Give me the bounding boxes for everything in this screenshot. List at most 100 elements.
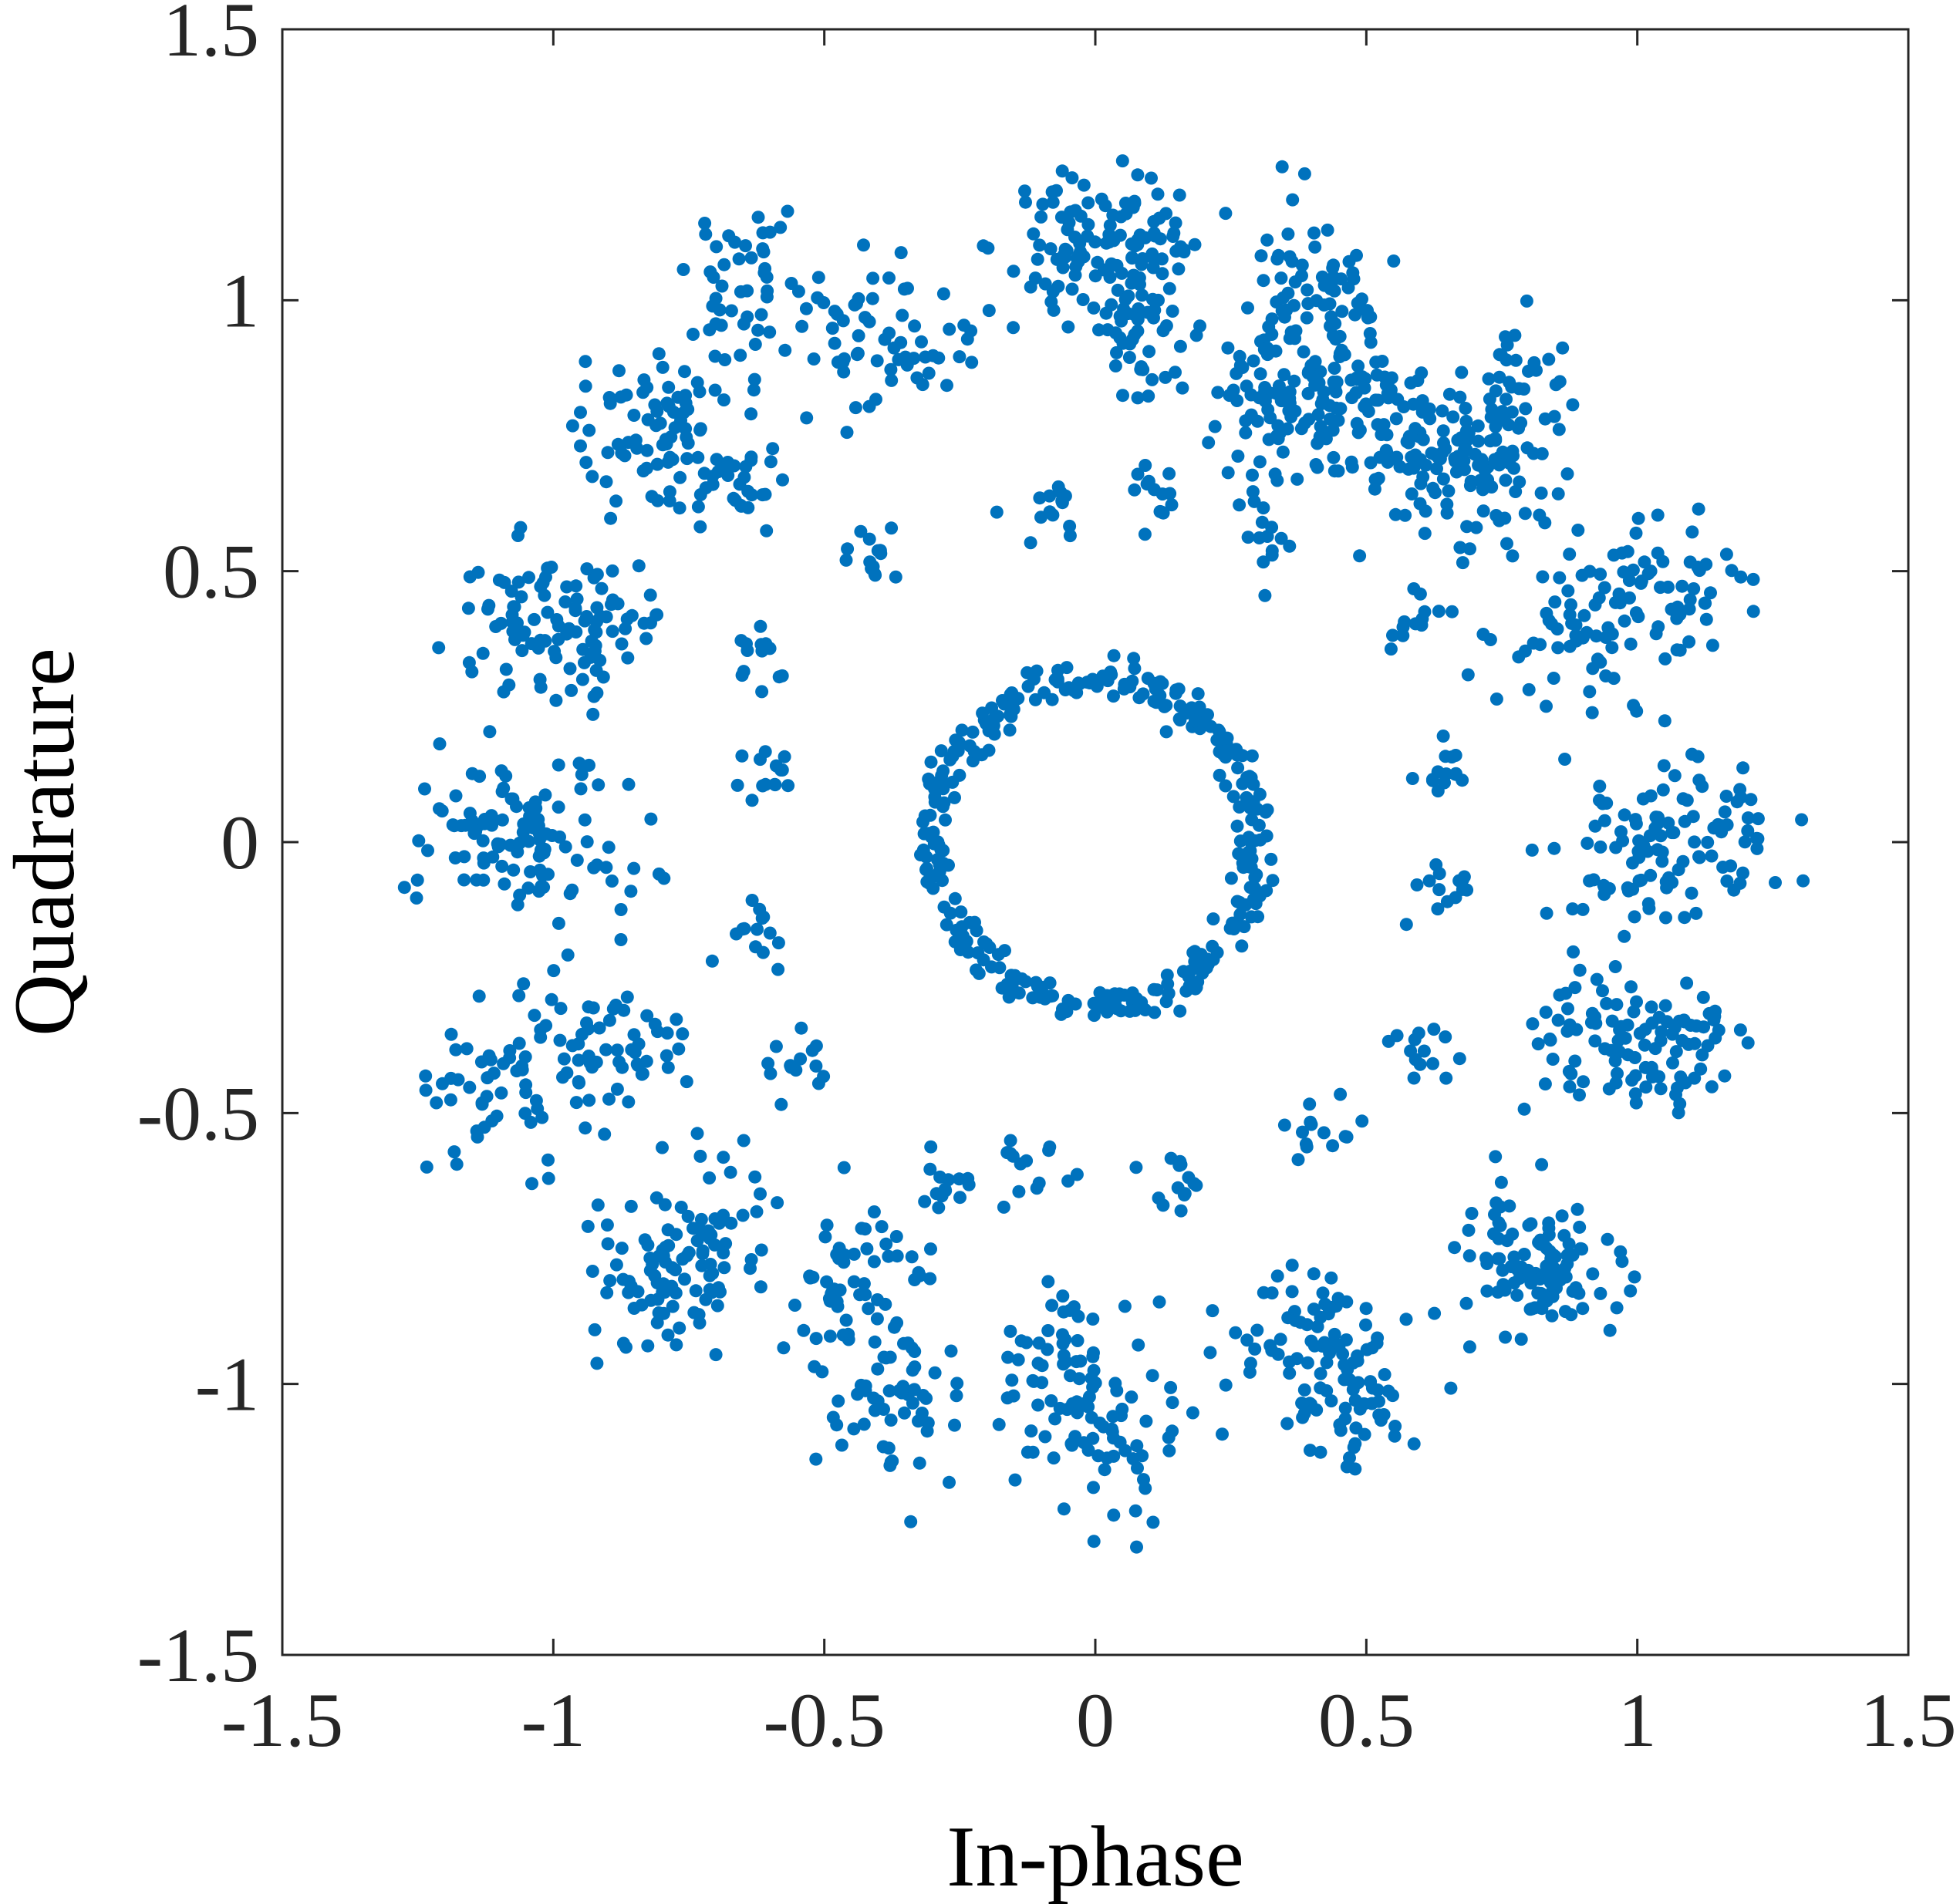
data-point	[1460, 520, 1474, 534]
data-point	[1221, 466, 1235, 480]
data-point	[1329, 385, 1343, 399]
data-point	[1719, 548, 1733, 561]
data-point	[724, 1165, 737, 1179]
data-point	[1431, 784, 1445, 798]
data-point	[1685, 747, 1699, 761]
data-point	[679, 422, 693, 436]
data-point	[553, 830, 566, 844]
data-point	[1628, 910, 1641, 924]
data-point	[781, 204, 794, 218]
data-point	[519, 1086, 533, 1100]
data-point	[1439, 1071, 1453, 1085]
data-point	[1598, 1042, 1612, 1056]
data-point	[1526, 1017, 1540, 1031]
data-point	[848, 298, 862, 312]
data-point	[1188, 238, 1202, 251]
data-point	[865, 291, 879, 305]
data-point	[1369, 356, 1383, 369]
data-point	[1270, 252, 1284, 266]
data-point	[1631, 610, 1645, 624]
data-point	[1311, 436, 1324, 450]
data-point	[663, 485, 676, 499]
data-point	[1795, 813, 1809, 827]
data-point	[1051, 279, 1065, 293]
data-point	[1384, 383, 1398, 397]
data-point	[687, 1222, 700, 1235]
data-point	[601, 446, 615, 460]
data-point	[1258, 381, 1272, 394]
data-point	[1221, 341, 1235, 355]
data-point	[1570, 1202, 1584, 1216]
data-point	[703, 1282, 717, 1296]
data-point	[476, 646, 490, 660]
data-point	[1563, 608, 1577, 622]
data-point	[494, 1086, 508, 1100]
data-point	[1173, 1154, 1187, 1168]
data-point	[763, 225, 777, 239]
data-point	[1575, 1242, 1589, 1256]
data-point	[1624, 637, 1638, 651]
data-point	[1359, 1302, 1373, 1316]
data-point	[1118, 1299, 1132, 1313]
data-point	[529, 1094, 543, 1107]
data-point	[693, 385, 707, 399]
data-point	[1594, 840, 1607, 854]
data-point	[1033, 491, 1047, 505]
data-point	[1178, 1187, 1192, 1201]
data-point	[690, 1127, 704, 1141]
data-point	[1407, 1437, 1421, 1451]
data-point	[1081, 1444, 1095, 1457]
data-point	[1378, 1368, 1392, 1381]
data-point	[706, 470, 720, 484]
data-point	[1555, 1209, 1569, 1223]
data-point	[1607, 548, 1621, 562]
data-point	[1286, 193, 1300, 207]
data-point	[1273, 1333, 1287, 1346]
data-point	[1358, 399, 1371, 413]
data-point	[1153, 232, 1167, 246]
data-point	[560, 1066, 574, 1080]
data-point	[663, 450, 677, 464]
data-point	[771, 962, 785, 976]
data-point	[1308, 240, 1322, 254]
data-point	[1388, 1429, 1402, 1443]
data-point	[1587, 1015, 1601, 1029]
data-point	[971, 946, 985, 960]
data-point	[665, 1261, 679, 1275]
data-point	[708, 383, 722, 397]
data-point	[1339, 1333, 1353, 1346]
data-point	[923, 1272, 937, 1286]
data-point	[1044, 295, 1058, 308]
data-point	[1521, 1263, 1535, 1277]
data-point	[1041, 1275, 1055, 1289]
data-point	[1036, 197, 1050, 211]
data-point	[1264, 852, 1278, 866]
data-point	[602, 391, 616, 404]
data-point	[1675, 579, 1689, 593]
data-point	[557, 1052, 571, 1066]
data-point	[990, 505, 1004, 519]
data-point	[1507, 461, 1521, 475]
data-point	[670, 1013, 683, 1026]
data-point	[541, 868, 555, 881]
data-point	[915, 335, 928, 349]
data-point	[830, 1295, 844, 1309]
data-point	[627, 1302, 641, 1315]
data-point	[1336, 1347, 1350, 1361]
data-point	[761, 284, 774, 298]
data-point	[1459, 402, 1473, 415]
data-point	[1746, 572, 1760, 586]
data-point	[1551, 641, 1565, 655]
data-point	[1707, 821, 1721, 835]
data-point	[1116, 389, 1129, 403]
data-point	[1327, 258, 1341, 272]
data-point	[809, 1039, 823, 1053]
data-point	[1327, 450, 1341, 464]
data-point	[1453, 390, 1467, 404]
data-point	[1047, 1451, 1061, 1465]
data-point	[1522, 364, 1535, 378]
data-point	[718, 353, 732, 366]
data-point	[1522, 682, 1536, 696]
data-point	[857, 1277, 871, 1291]
data-point	[1463, 542, 1476, 556]
